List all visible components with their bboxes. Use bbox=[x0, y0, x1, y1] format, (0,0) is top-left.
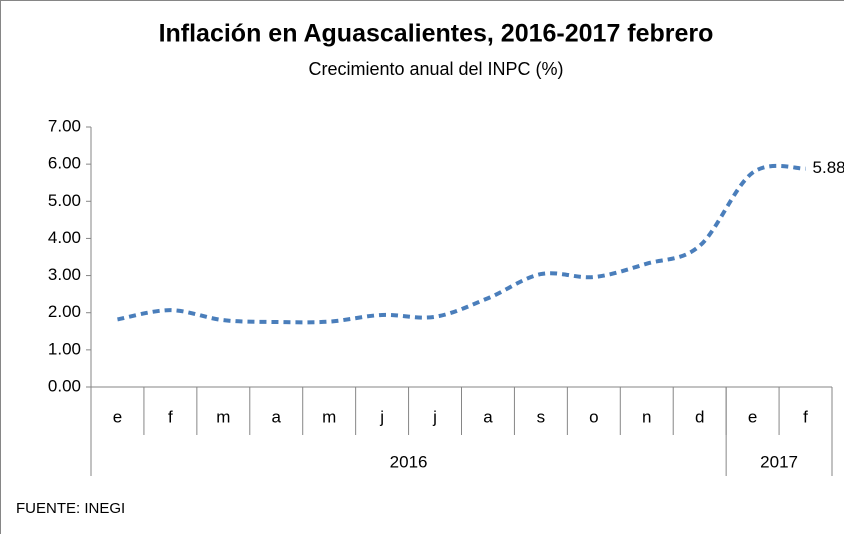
y-tick-label: 6.00 bbox=[48, 154, 81, 173]
data-label: 5.88 bbox=[813, 158, 844, 177]
x-tick-label: a bbox=[483, 407, 493, 426]
y-tick-label: 7.00 bbox=[48, 116, 81, 135]
chart-subtitle: Crecimiento anual del INPC (%) bbox=[308, 59, 563, 79]
y-tick-label: 1.00 bbox=[48, 339, 81, 358]
x-tick-label: o bbox=[589, 407, 598, 426]
x-tick-label: e bbox=[113, 407, 122, 426]
x-tick-label: m bbox=[216, 407, 230, 426]
x-tick-label: s bbox=[537, 407, 546, 426]
x-tick-label: f bbox=[168, 407, 173, 426]
y-tick-label: 0.00 bbox=[48, 376, 81, 395]
x-tick-label: j bbox=[379, 407, 384, 426]
x-tick-label: f bbox=[803, 407, 808, 426]
x-tick-label: j bbox=[432, 407, 437, 426]
x-tick-label: m bbox=[322, 407, 336, 426]
x-tick-label: e bbox=[748, 407, 757, 426]
x-tick-label: d bbox=[695, 407, 704, 426]
group-label: 2017 bbox=[760, 452, 798, 471]
x-tick-label: a bbox=[272, 407, 282, 426]
y-tick-label: 3.00 bbox=[48, 265, 81, 284]
y-tick-label: 4.00 bbox=[48, 228, 81, 247]
group-label: 2016 bbox=[390, 452, 428, 471]
source: FUENTE: INEGI bbox=[16, 500, 125, 517]
chart-title: Inflación en Aguascalientes, 2016-2017 f… bbox=[159, 20, 714, 48]
y-tick-label: 2.00 bbox=[48, 302, 81, 321]
x-tick-label: n bbox=[642, 407, 651, 426]
y-tick-label: 5.00 bbox=[48, 191, 81, 210]
series-line bbox=[117, 163, 806, 325]
